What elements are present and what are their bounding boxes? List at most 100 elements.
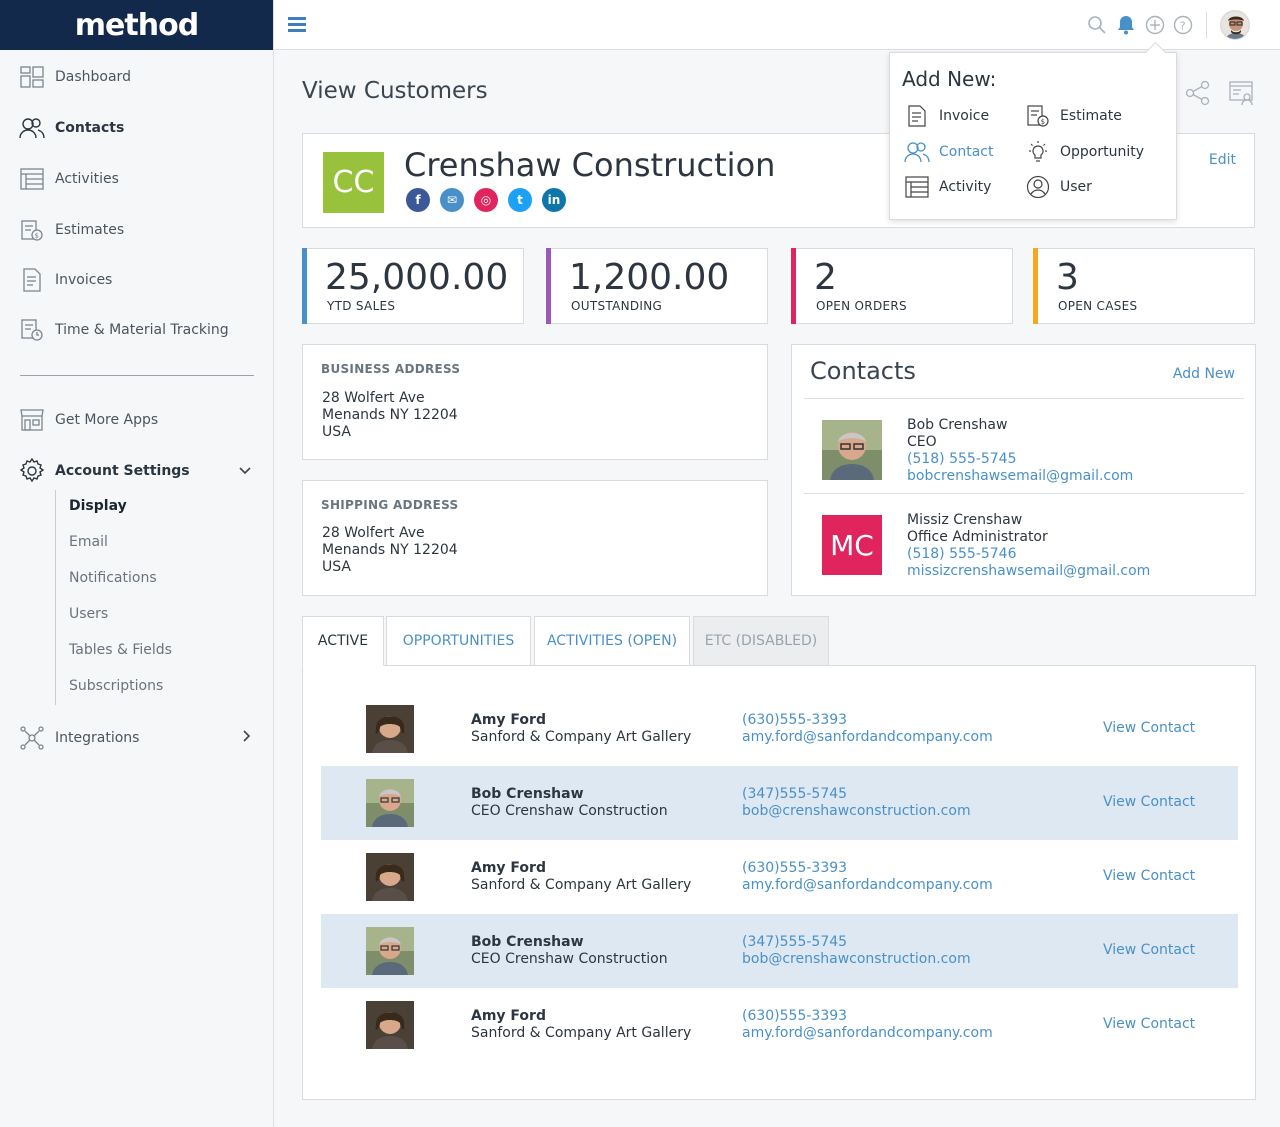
table-row: Amy Ford Sanford & Company Art Gallery (… — [321, 988, 1238, 1062]
sidebar-item-account-settings[interactable]: Account Settings — [0, 451, 273, 491]
address-title: BUSINESS ADDRESS — [321, 362, 461, 376]
subnav-item-email[interactable]: Email — [69, 534, 108, 550]
contact-phone-link[interactable]: (347)555-5745 — [742, 786, 848, 802]
add-opportunity-menu-item[interactable]: Opportunity — [1025, 139, 1144, 165]
logo-bar: method — [0, 0, 273, 50]
tab-opportunities[interactable]: OPPORTUNITIES — [386, 616, 531, 666]
sidebar-item-label: Activities — [55, 171, 119, 187]
lightbulb-icon — [1025, 139, 1051, 165]
linkedin-icon[interactable]: in — [542, 188, 566, 212]
user-avatar[interactable] — [1220, 10, 1250, 40]
sidebar-item-activities[interactable]: Activities — [0, 159, 273, 199]
sidebar-item-estimates[interactable]: $ Estimates — [0, 210, 273, 250]
subnav-item-display[interactable]: Display — [69, 498, 127, 514]
share-icon[interactable] — [1185, 80, 1211, 106]
stat-accent-bar — [546, 248, 551, 324]
table-row: Amy Ford Sanford & Company Art Gallery (… — [321, 840, 1238, 914]
stat-label: OUTSTANDING — [571, 299, 663, 313]
view-contact-link[interactable]: View Contact — [1103, 868, 1196, 884]
instagram-icon[interactable]: ◎ — [474, 188, 498, 212]
view-contact-link[interactable]: View Contact — [1103, 942, 1196, 958]
method-logo[interactable]: method — [74, 7, 199, 43]
contact-name: Bob Crenshaw — [471, 786, 584, 802]
sidebar-item-label: Invoices — [55, 272, 113, 288]
profile-card-icon[interactable] — [1229, 80, 1255, 106]
contacts-title: Contacts — [810, 357, 916, 385]
tab-active[interactable]: ACTIVE — [302, 616, 384, 666]
contact-info: Bob Crenshaw CEO (518) 555-5745 bobcrens… — [907, 417, 1133, 485]
contact-email-link[interactable]: amy.ford@sanfordandcompany.com — [742, 1025, 993, 1041]
add-new-contact-link[interactable]: Add New — [1172, 366, 1235, 382]
subnav-item-users[interactable]: Users — [69, 606, 109, 622]
add-user-menu-item[interactable]: User — [1025, 174, 1092, 200]
contact-row: MC Missiz Crenshaw Office Administrator … — [804, 493, 1244, 589]
menu-item-label: Estimate — [1060, 108, 1122, 124]
top-bar-separator — [1206, 12, 1207, 38]
contact-email-link[interactable]: bob@crenshawconstruction.com — [742, 803, 971, 819]
contact-name: Bob Crenshaw — [907, 417, 1008, 433]
add-invoice-menu-item[interactable]: Invoice — [904, 103, 989, 129]
help-icon[interactable]: ? — [1173, 15, 1193, 35]
contact-details: (347)555-5745 bob@crenshawconstruction.c… — [742, 786, 971, 820]
contact-company: Sanford & Company Art Gallery — [471, 877, 692, 893]
address-title: SHIPPING ADDRESS — [321, 498, 459, 512]
chevron-right-icon[interactable] — [243, 730, 251, 746]
contact-phone-link[interactable]: (347)555-5745 — [742, 934, 848, 950]
contact-phone-link[interactable]: (630)555-3393 — [742, 712, 848, 728]
contact-phone-link[interactable]: (630)555-3393 — [742, 860, 848, 876]
address-line: Menands NY 12204 — [322, 407, 458, 423]
subnav-item-subscriptions[interactable]: Subscriptions — [69, 678, 164, 694]
contact-details: (347)555-5745 bob@crenshawconstruction.c… — [742, 934, 971, 968]
sidebar-item-integrations[interactable]: Integrations — [0, 718, 273, 758]
facebook-icon[interactable]: f — [406, 188, 430, 212]
sidebar-item-dashboard[interactable]: Dashboard — [0, 57, 273, 97]
contact-phone-link[interactable]: (518) 555-5746 — [907, 546, 1017, 562]
contact-name-company: Amy Ford Sanford & Company Art Gallery — [471, 860, 691, 894]
sidebar-item-invoices[interactable]: Invoices — [0, 260, 273, 300]
view-contact-link[interactable]: View Contact — [1103, 794, 1196, 810]
search-icon[interactable] — [1087, 15, 1107, 35]
store-icon — [19, 407, 45, 433]
add-icon[interactable] — [1145, 15, 1165, 35]
sidebar-item-label: Time & Material Tracking — [55, 322, 229, 338]
view-contact-link[interactable]: View Contact — [1103, 1016, 1196, 1032]
hamburger-menu-icon[interactable] — [288, 17, 306, 33]
view-contact-link[interactable]: View Contact — [1103, 720, 1196, 736]
contact-role: CEO — [907, 434, 937, 450]
address-line: Menands NY 12204 — [322, 542, 458, 558]
add-estimate-menu-item[interactable]: $ Estimate — [1025, 103, 1122, 129]
sidebar-item-time-material[interactable]: Time & Material Tracking — [0, 310, 273, 350]
chevron-down-icon[interactable] — [239, 463, 251, 479]
twitter-icon[interactable]: t — [508, 188, 532, 212]
tab-activities-open[interactable]: ACTIVITIES (OPEN) — [534, 616, 690, 666]
address-line: USA — [322, 424, 351, 440]
subnav-item-notifications[interactable]: Notifications — [69, 570, 157, 586]
contact-email-link[interactable]: bob@crenshawconstruction.com — [742, 951, 971, 967]
sidebar: method Dashboard Contacts Activities $ E… — [0, 0, 274, 1127]
bell-icon[interactable] — [1116, 15, 1136, 35]
svg-text:$: $ — [35, 232, 39, 240]
sidebar-item-get-more-apps[interactable]: Get More Apps — [0, 400, 273, 440]
contact-photo — [366, 1001, 414, 1049]
contact-name-company: Amy Ford Sanford & Company Art Gallery — [471, 1008, 691, 1042]
email-icon[interactable]: ✉ — [440, 188, 464, 212]
add-activity-menu-item[interactable]: Activity — [904, 174, 991, 200]
edit-customer-link[interactable]: Edit — [1208, 152, 1236, 168]
contact-email-link[interactable]: amy.ford@sanfordandcompany.com — [742, 729, 993, 745]
sidebar-item-contacts[interactable]: Contacts — [0, 108, 273, 148]
subnav-item-tables-fields[interactable]: Tables & Fields — [69, 642, 172, 658]
stat-label: OPEN CASES — [1058, 299, 1138, 313]
contact-name: Amy Ford — [471, 1008, 546, 1024]
contact-email-link[interactable]: missizcrenshawsemail@gmail.com — [907, 563, 1151, 579]
contact-email-link[interactable]: amy.ford@sanfordandcompany.com — [742, 877, 993, 893]
add-contact-menu-item[interactable]: Contact — [904, 139, 993, 165]
contact-phone-link[interactable]: (630)555-3393 — [742, 1008, 848, 1024]
address-line: 28 Wolfert Ave — [322, 390, 425, 406]
sidebar-divider — [20, 375, 254, 376]
stat-value: 2 — [814, 257, 837, 298]
dashboard-icon — [19, 64, 45, 90]
contact-email-link[interactable]: bobcrenshawsemail@gmail.com — [907, 468, 1134, 484]
stat-value: 1,200.00 — [569, 257, 730, 298]
contact-phone-link[interactable]: (518) 555-5745 — [907, 451, 1017, 467]
stat-outstanding: 1,200.00 OUTSTANDING — [546, 248, 768, 324]
